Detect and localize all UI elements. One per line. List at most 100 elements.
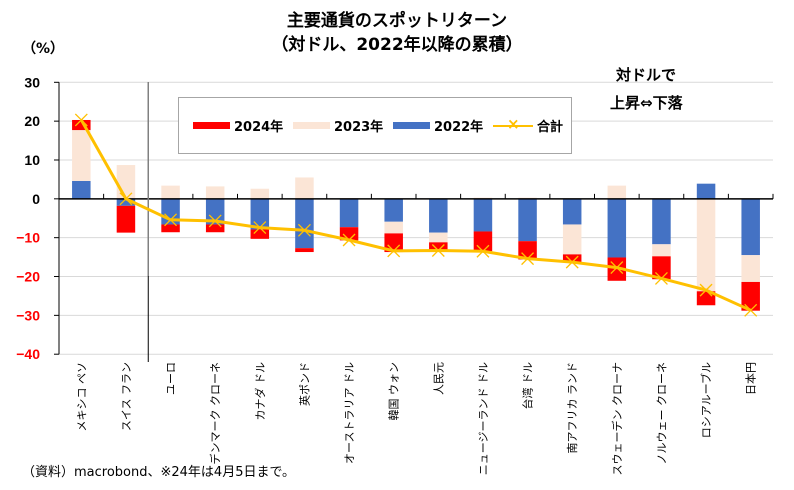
x-marker-stroke: [699, 283, 713, 297]
bar-2024-7: [384, 233, 403, 253]
bar-2024-15: [741, 281, 760, 311]
x-category-label: 南アフリカ ランド: [566, 362, 579, 454]
y-tick-label: −40: [16, 346, 40, 362]
x-marker-stroke: [521, 252, 535, 266]
bar-2023-5: [295, 177, 314, 199]
legend-item-2024: 2024年: [193, 116, 283, 135]
total-marker-9: [476, 244, 490, 258]
legend: 2024年 2023年 2022年 合計: [178, 97, 572, 154]
x-category-label: オーストラリア ドル: [343, 362, 356, 464]
bar-2023-0: [72, 130, 91, 181]
bar-2024-9: [473, 231, 493, 252]
bar-2023-3: [205, 186, 225, 199]
y-tick-label: −10: [16, 230, 40, 246]
bar-2022-3: [205, 198, 225, 225]
x-marker-stroke: [119, 192, 133, 206]
bar-2024-0: [72, 119, 91, 131]
x-marker-stroke: [476, 244, 490, 258]
bar-2024-3: [205, 224, 225, 233]
bar-2023-2: [161, 185, 180, 199]
bar-2024-6: [339, 227, 359, 241]
bar-2023-8: [429, 232, 448, 243]
bar-2024-8: [429, 242, 448, 251]
total-marker-1: [119, 192, 133, 206]
total-marker-4: [253, 221, 267, 235]
bar-2022-1: [116, 198, 136, 206]
bar-2023-12: [607, 185, 627, 199]
legend-item-2022: 2022年: [393, 116, 483, 135]
bar-2022-12: [607, 198, 627, 258]
y-tick-label: −20: [16, 269, 40, 285]
x-category-label: 日本円: [744, 362, 758, 395]
bar-2022-5: [295, 198, 314, 249]
annotation-vs-dollar: 対ドルで: [616, 66, 677, 84]
total-marker-8: [431, 244, 445, 257]
y-tick-label: 30: [24, 74, 40, 90]
bar-2023-11: [562, 224, 582, 255]
bar-2022-7: [384, 198, 403, 222]
x-marker-stroke: [565, 255, 579, 269]
chart-subtitle: （対ドル、2022年以降の累積）: [271, 35, 523, 55]
y-tick-label: −30: [16, 307, 40, 323]
total-marker-5: [297, 223, 311, 237]
bar-2024-4: [250, 229, 270, 239]
total-marker-7: [387, 244, 401, 258]
x-marker-stroke: [431, 244, 445, 257]
total-marker-6: [342, 233, 356, 247]
legend-swatch-2023: [293, 122, 330, 129]
x-category-label: デンマーク クローネ: [208, 362, 222, 465]
bar-2022-6: [339, 198, 359, 228]
x-category-label: ニュージーランド ドル: [477, 362, 490, 475]
legend-label-2022: 2022年: [434, 120, 484, 135]
x-marker-stroke: [253, 221, 267, 235]
bar-2022-9: [473, 198, 493, 232]
legend-swatch-2024: [193, 122, 230, 129]
x-marker-stroke: [744, 303, 758, 317]
bar-2022-10: [518, 198, 537, 242]
bar-2022-8: [429, 198, 448, 233]
y-axis-unit-label: （%）: [22, 41, 65, 57]
total-marker-14: [699, 283, 713, 297]
x-marker-stroke: [610, 261, 624, 275]
legend-label-total: 合計: [537, 120, 564, 135]
annotation-rise-fall: 上昇⇔下落: [610, 94, 683, 112]
legend-swatch-2022: [393, 122, 430, 129]
bar-2024-1: [116, 205, 136, 233]
x-marker-stroke: [654, 271, 668, 285]
legend-line-x-marker-icon: [493, 115, 533, 133]
x-category-label: 台湾 ドル: [521, 362, 535, 410]
bar-2022-14: [696, 183, 716, 199]
x-category-label: ノルウェー クローネ: [655, 362, 668, 465]
total-line: [80, 119, 752, 312]
x-category-label: カナダ ドル: [253, 362, 267, 421]
total-marker-11: [565, 255, 579, 269]
x-category-label: スイス フラン: [120, 362, 133, 431]
y-tick-label: 10: [24, 152, 40, 168]
x-marker-stroke: [74, 113, 88, 127]
x-category-label: ロシアルーブル: [699, 362, 713, 438]
y-tick-label: 0: [32, 191, 40, 207]
bar-2022-13: [652, 198, 671, 245]
x-marker-stroke: [297, 223, 311, 237]
x-marker-stroke: [387, 244, 401, 258]
x-category-label: メキシコ ペソ: [75, 362, 88, 432]
x-marker-stroke: [164, 213, 178, 227]
legend-label-2023: 2023年: [334, 120, 384, 135]
total-marker-0: [74, 113, 88, 127]
total-marker-3: [208, 214, 222, 228]
legend-label-2024: 2024年: [234, 120, 284, 135]
x-category-label: 英ポンド: [297, 362, 311, 406]
bar-2023-4: [250, 188, 270, 199]
total-marker-12: [610, 261, 624, 275]
bar-2022-0: [72, 180, 91, 199]
legend-item-total: 合計: [493, 115, 564, 135]
bar-2023-7: [384, 221, 403, 234]
bar-2023-15: [741, 255, 760, 282]
bar-2024-11: [562, 254, 582, 263]
x-marker-stroke: [208, 214, 222, 228]
total-marker-2: [164, 213, 178, 227]
total-marker-15: [744, 303, 758, 317]
legend-item-2023: 2023年: [293, 116, 383, 135]
bar-2024-5: [295, 248, 314, 253]
